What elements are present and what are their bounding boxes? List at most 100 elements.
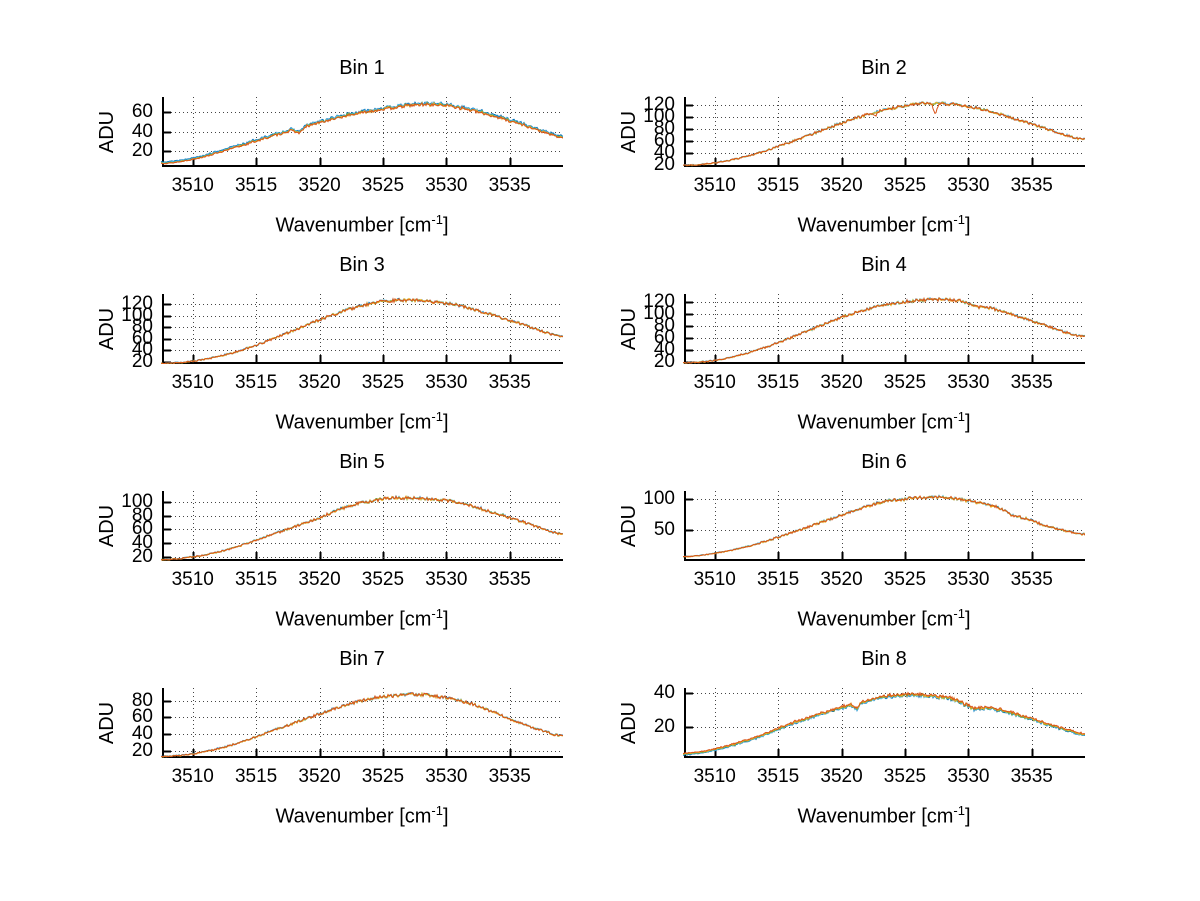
plot-area xyxy=(161,294,563,364)
plot-area xyxy=(683,294,1085,364)
x-axis-label: Wavenumber [cm-1] xyxy=(683,799,1085,829)
x-tick-label: 3510 xyxy=(171,766,214,787)
series-line-orange xyxy=(161,297,563,364)
x-tick-label: 3520 xyxy=(298,766,341,787)
xlabel-superscript: -1 xyxy=(431,409,443,424)
y-tick-label: 60 xyxy=(653,129,675,151)
x-tick-label: 3525 xyxy=(883,766,927,787)
x-tick-label: 3520 xyxy=(820,569,863,590)
y-tick-label: 60 xyxy=(131,101,153,123)
subplot-bin-7: Bin 7 ADU Wavenumber [cm-1] 3510 3515 3520… xyxy=(51,648,591,833)
series-line-orange xyxy=(683,297,1085,364)
subplot-bin-6: Bin 6 ADU Wavenumber [cm-1] 3510 3515 3520… xyxy=(573,451,1113,636)
x-tick-label: 3510 xyxy=(171,569,214,590)
y-tick-label: 40 xyxy=(653,682,675,704)
subplot-title: Bin 2 xyxy=(861,57,907,79)
y-tick-label: 60 xyxy=(131,706,153,728)
y-tick-label: 40 xyxy=(131,722,153,744)
plot-area xyxy=(683,97,1085,167)
x-tick-label: 3525 xyxy=(361,175,405,196)
x-tick-label: 3535 xyxy=(488,766,531,787)
x-tick-label: 3525 xyxy=(883,175,927,196)
series-line-yellow xyxy=(161,297,563,364)
x-tick-label: 3510 xyxy=(693,766,736,787)
subplot-bin-8: Bin 8 ADU Wavenumber [cm-1] 3510 3515 3520… xyxy=(573,648,1113,833)
y-tick-label: 120 xyxy=(643,290,675,312)
xlabel-superscript: -1 xyxy=(431,606,443,621)
xlabel-close: ] xyxy=(964,411,971,434)
x-tick-label: 3525 xyxy=(883,372,927,393)
x-tick-label: 3520 xyxy=(820,175,863,196)
xlabel-superscript: -1 xyxy=(953,409,965,424)
series-line-green xyxy=(683,692,1085,756)
xlabel-superscript: -1 xyxy=(953,803,965,818)
y-tick-label: 40 xyxy=(131,532,153,554)
xlabel-close: ] xyxy=(442,805,449,828)
x-tick-label: 3520 xyxy=(298,569,341,590)
x-tick-label: 3510 xyxy=(171,175,214,196)
x-tick-label: 3530 xyxy=(425,372,468,393)
x-tick-label: 3535 xyxy=(488,569,531,590)
xlabel-text: Wavenumber [cm xyxy=(275,411,432,434)
xlabel-close: ] xyxy=(964,214,971,237)
xlabel-close: ] xyxy=(964,805,971,828)
y-tick-label: 20 xyxy=(131,350,153,372)
xlabel-text: Wavenumber [cm xyxy=(797,805,954,828)
x-axis-label: Wavenumber [cm-1] xyxy=(683,602,1085,632)
y-tick-label: 20 xyxy=(131,545,153,567)
xlabel-text: Wavenumber [cm xyxy=(797,214,954,237)
y-tick-label: 20 xyxy=(653,350,675,372)
x-tick-label: 3520 xyxy=(820,766,863,787)
x-tick-label: 3530 xyxy=(425,175,468,196)
y-tick-label: 60 xyxy=(131,327,153,349)
x-tick-label: 3520 xyxy=(820,372,863,393)
xlabel-text: Wavenumber [cm xyxy=(275,805,432,828)
y-tick-label: 80 xyxy=(131,504,153,526)
x-tick-label: 3535 xyxy=(1010,175,1053,196)
x-tick-label: 3515 xyxy=(234,569,278,590)
y-tick-label: 100 xyxy=(121,304,153,326)
xlabel-close: ] xyxy=(442,214,449,237)
y-tick-label: 120 xyxy=(121,293,153,315)
plot-area xyxy=(161,688,563,758)
x-tick-label: 3515 xyxy=(234,372,278,393)
x-tick-label: 3530 xyxy=(947,175,990,196)
x-axis-label: Wavenumber [cm-1] xyxy=(161,799,563,829)
x-tick-label: 3525 xyxy=(361,372,405,393)
x-tick-label: 3535 xyxy=(1010,372,1053,393)
y-tick-label: 80 xyxy=(653,314,675,336)
x-tick-label: 3515 xyxy=(756,175,800,196)
y-tick-label: 100 xyxy=(643,302,675,324)
y-tick-label: 80 xyxy=(131,316,153,338)
x-axis-label: Wavenumber [cm-1] xyxy=(161,405,563,435)
plot-area xyxy=(683,491,1085,561)
y-tick-label: 50 xyxy=(653,519,675,541)
y-tick-label: 100 xyxy=(121,490,153,512)
x-tick-label: 3520 xyxy=(298,372,341,393)
x-tick-label: 3515 xyxy=(756,372,800,393)
series-line-blue xyxy=(161,297,563,364)
xlabel-close: ] xyxy=(964,608,971,631)
x-tick-label: 3510 xyxy=(171,372,214,393)
x-tick-label: 3535 xyxy=(1010,766,1053,787)
series-line-orange xyxy=(683,691,1085,755)
plot-area xyxy=(161,491,563,561)
xlabel-close: ] xyxy=(442,608,449,631)
subplot-bin-2: Bin 2 ADU Wavenumber [cm-1] 3510 3515 3520… xyxy=(573,57,1113,242)
series-line-orange xyxy=(683,494,1085,558)
series-line-green xyxy=(683,296,1085,364)
series-line-green xyxy=(161,691,563,758)
xlabel-close: ] xyxy=(442,411,449,434)
x-axis-label: Wavenumber [cm-1] xyxy=(161,602,563,632)
plot-area xyxy=(683,688,1085,758)
series-line-cyan xyxy=(683,101,1085,167)
x-tick-label: 3525 xyxy=(361,766,405,787)
subplot-bin-3: Bin 3 ADU Wavenumber [cm-1] 3510 3515 3520… xyxy=(51,254,591,439)
subplot-title: Bin 7 xyxy=(339,648,385,670)
subplot-title: Bin 3 xyxy=(339,254,385,276)
series-line-orange xyxy=(161,692,563,758)
y-tick-label: 40 xyxy=(131,339,153,361)
x-tick-label: 3510 xyxy=(693,372,736,393)
x-axis-label: Wavenumber [cm-1] xyxy=(683,405,1085,435)
series-line-blue xyxy=(683,296,1085,364)
